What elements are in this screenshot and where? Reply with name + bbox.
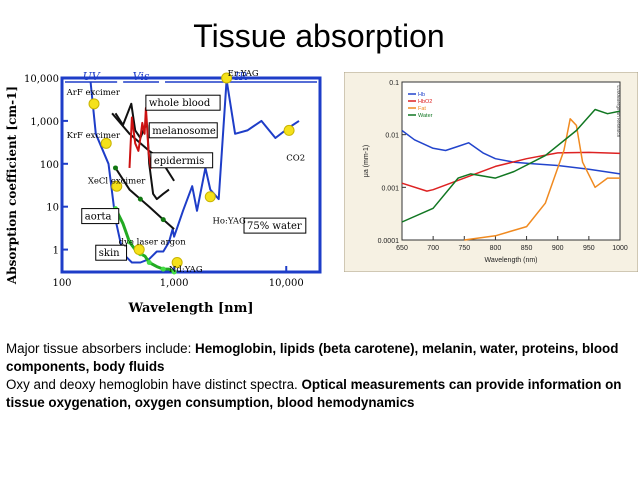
y-tick-label-10: 10 xyxy=(46,203,59,214)
laser-marker-xecl-excimer xyxy=(111,180,123,192)
label-75-water: 75% water xyxy=(247,221,302,232)
point-epidermis-2 xyxy=(137,196,143,202)
label-ho-yag: Ho:YAG xyxy=(213,217,246,227)
laser-marker-er-yag xyxy=(221,72,233,84)
label-xecl-excimer: XeCl excimer xyxy=(88,176,146,186)
legend-label-water: Water xyxy=(418,113,433,119)
x-tick-label-100: 100 xyxy=(52,278,71,289)
label-nd-yag: Nd:YAG xyxy=(169,265,203,275)
label-dye-laser-argon: dye laser argon xyxy=(119,238,187,248)
label-box-75-water xyxy=(243,217,307,234)
laser-marker-argon xyxy=(133,244,145,256)
label-aorta: aorta xyxy=(85,212,112,223)
point-skin-6 xyxy=(146,259,152,265)
optical-measurements-text: Optical measurements can provide informa… xyxy=(6,377,622,410)
label-box-whole-blood xyxy=(145,94,221,111)
y-tick-label-0-01: 0.01 xyxy=(385,133,399,140)
y-tick-label-0-001: 0.001 xyxy=(381,185,399,192)
point-epidermis-4 xyxy=(160,217,166,223)
absorbers-list: Hemoglobin, lipids (beta carotene), mela… xyxy=(6,341,619,374)
x-tick-label-700: 700 xyxy=(427,245,439,252)
slide-title: Tissue absorption xyxy=(193,18,445,54)
tissue-absorption-spectrum-chart: UV Vis IR 10,000 1,000 100 10 1 100 1,000 10,000 Wa… xyxy=(5,69,322,316)
slide-body: Major tissue absorbers include: Hemoglob… xyxy=(6,340,632,412)
laser-marker-ho-yag xyxy=(204,191,216,203)
region-label-ir: IR xyxy=(234,70,248,83)
y-tick-label-1-000: 1,000 xyxy=(30,117,59,128)
y-tick-label-10-000: 10,000 xyxy=(24,74,59,85)
label-melanosome: melanosome xyxy=(152,126,216,137)
label-krf-excimer: KrF excimer xyxy=(67,131,121,141)
x-tick-label-10-000: 10,000 xyxy=(269,278,304,289)
region-label-uv: UV xyxy=(82,70,100,83)
x-axis-title: Wavelength [nm] xyxy=(128,301,254,316)
series-hb xyxy=(401,129,621,175)
label-box-aorta xyxy=(81,208,120,225)
label-skin: skin xyxy=(99,248,120,259)
label-box-melanosome xyxy=(148,122,218,139)
y-axis-title: μa (mm-1) xyxy=(363,145,370,177)
laser-marker-nd-yag xyxy=(171,256,183,268)
x-axis-title: Wavelength (nm) xyxy=(484,257,537,264)
x-tick-label-1000: 1000 xyxy=(612,245,628,252)
x-tick-label-1-000: 1,000 xyxy=(160,278,189,289)
series-hbo2 xyxy=(401,151,621,192)
label-box-skin xyxy=(95,244,128,261)
series-fat xyxy=(464,118,620,241)
x-tick-label-650: 650 xyxy=(396,245,408,252)
series-water xyxy=(401,108,621,223)
laser-marker-krf-excimer xyxy=(100,137,112,149)
legend-label-hb: Hb xyxy=(418,92,425,98)
x-tick-label-750: 750 xyxy=(458,245,470,252)
legend-label-hbo2: HbO2 xyxy=(418,99,432,105)
absorbers-intro: Major tissue absorbers include: xyxy=(6,341,196,356)
y-tick-label-1: 1 xyxy=(53,246,59,257)
y-tick-label-0-0001: 0.0001 xyxy=(378,238,400,245)
label-box-epidermis xyxy=(150,152,214,169)
label-whole-blood: whole blood xyxy=(149,98,211,109)
x-tick-label-950: 950 xyxy=(583,245,595,252)
hemoglobin-intro: Oxy and deoxy hemoglobin have distinct s… xyxy=(6,377,302,392)
x-tick-label-800: 800 xyxy=(490,245,502,252)
hemoglobin-paragraph: Oxy and deoxy hemoglobin have distinct s… xyxy=(6,376,632,412)
x-tick-label-900: 900 xyxy=(552,245,564,252)
x-tick-label-850: 850 xyxy=(521,245,533,252)
label-er-yag: Er:YAG xyxy=(228,69,259,79)
label-co2: CO2 xyxy=(286,153,305,163)
laser-marker-arf-excimer xyxy=(88,98,100,110)
label-epidermis: epidermis xyxy=(154,156,204,167)
point-epidermis-0 xyxy=(112,165,118,171)
label-arf-excimer: ArF excimer xyxy=(66,88,121,98)
region-label-vis: Vis xyxy=(133,70,150,83)
y-tick-label-100: 100 xyxy=(40,160,59,171)
y-tick-label-0-1: 0.1 xyxy=(389,80,399,87)
y-axis-title: Absorption coefficient [cm-1] xyxy=(5,86,19,285)
series-aorta xyxy=(128,107,158,169)
point-skin-2 xyxy=(127,239,133,245)
point-skin-10 xyxy=(171,269,177,275)
absorbers-paragraph: Major tissue absorbers include: Hemoglob… xyxy=(6,340,632,376)
laser-marker-co2 xyxy=(283,124,295,136)
point-skin-8 xyxy=(160,266,166,272)
legend-label-fat: Fat xyxy=(418,106,426,112)
